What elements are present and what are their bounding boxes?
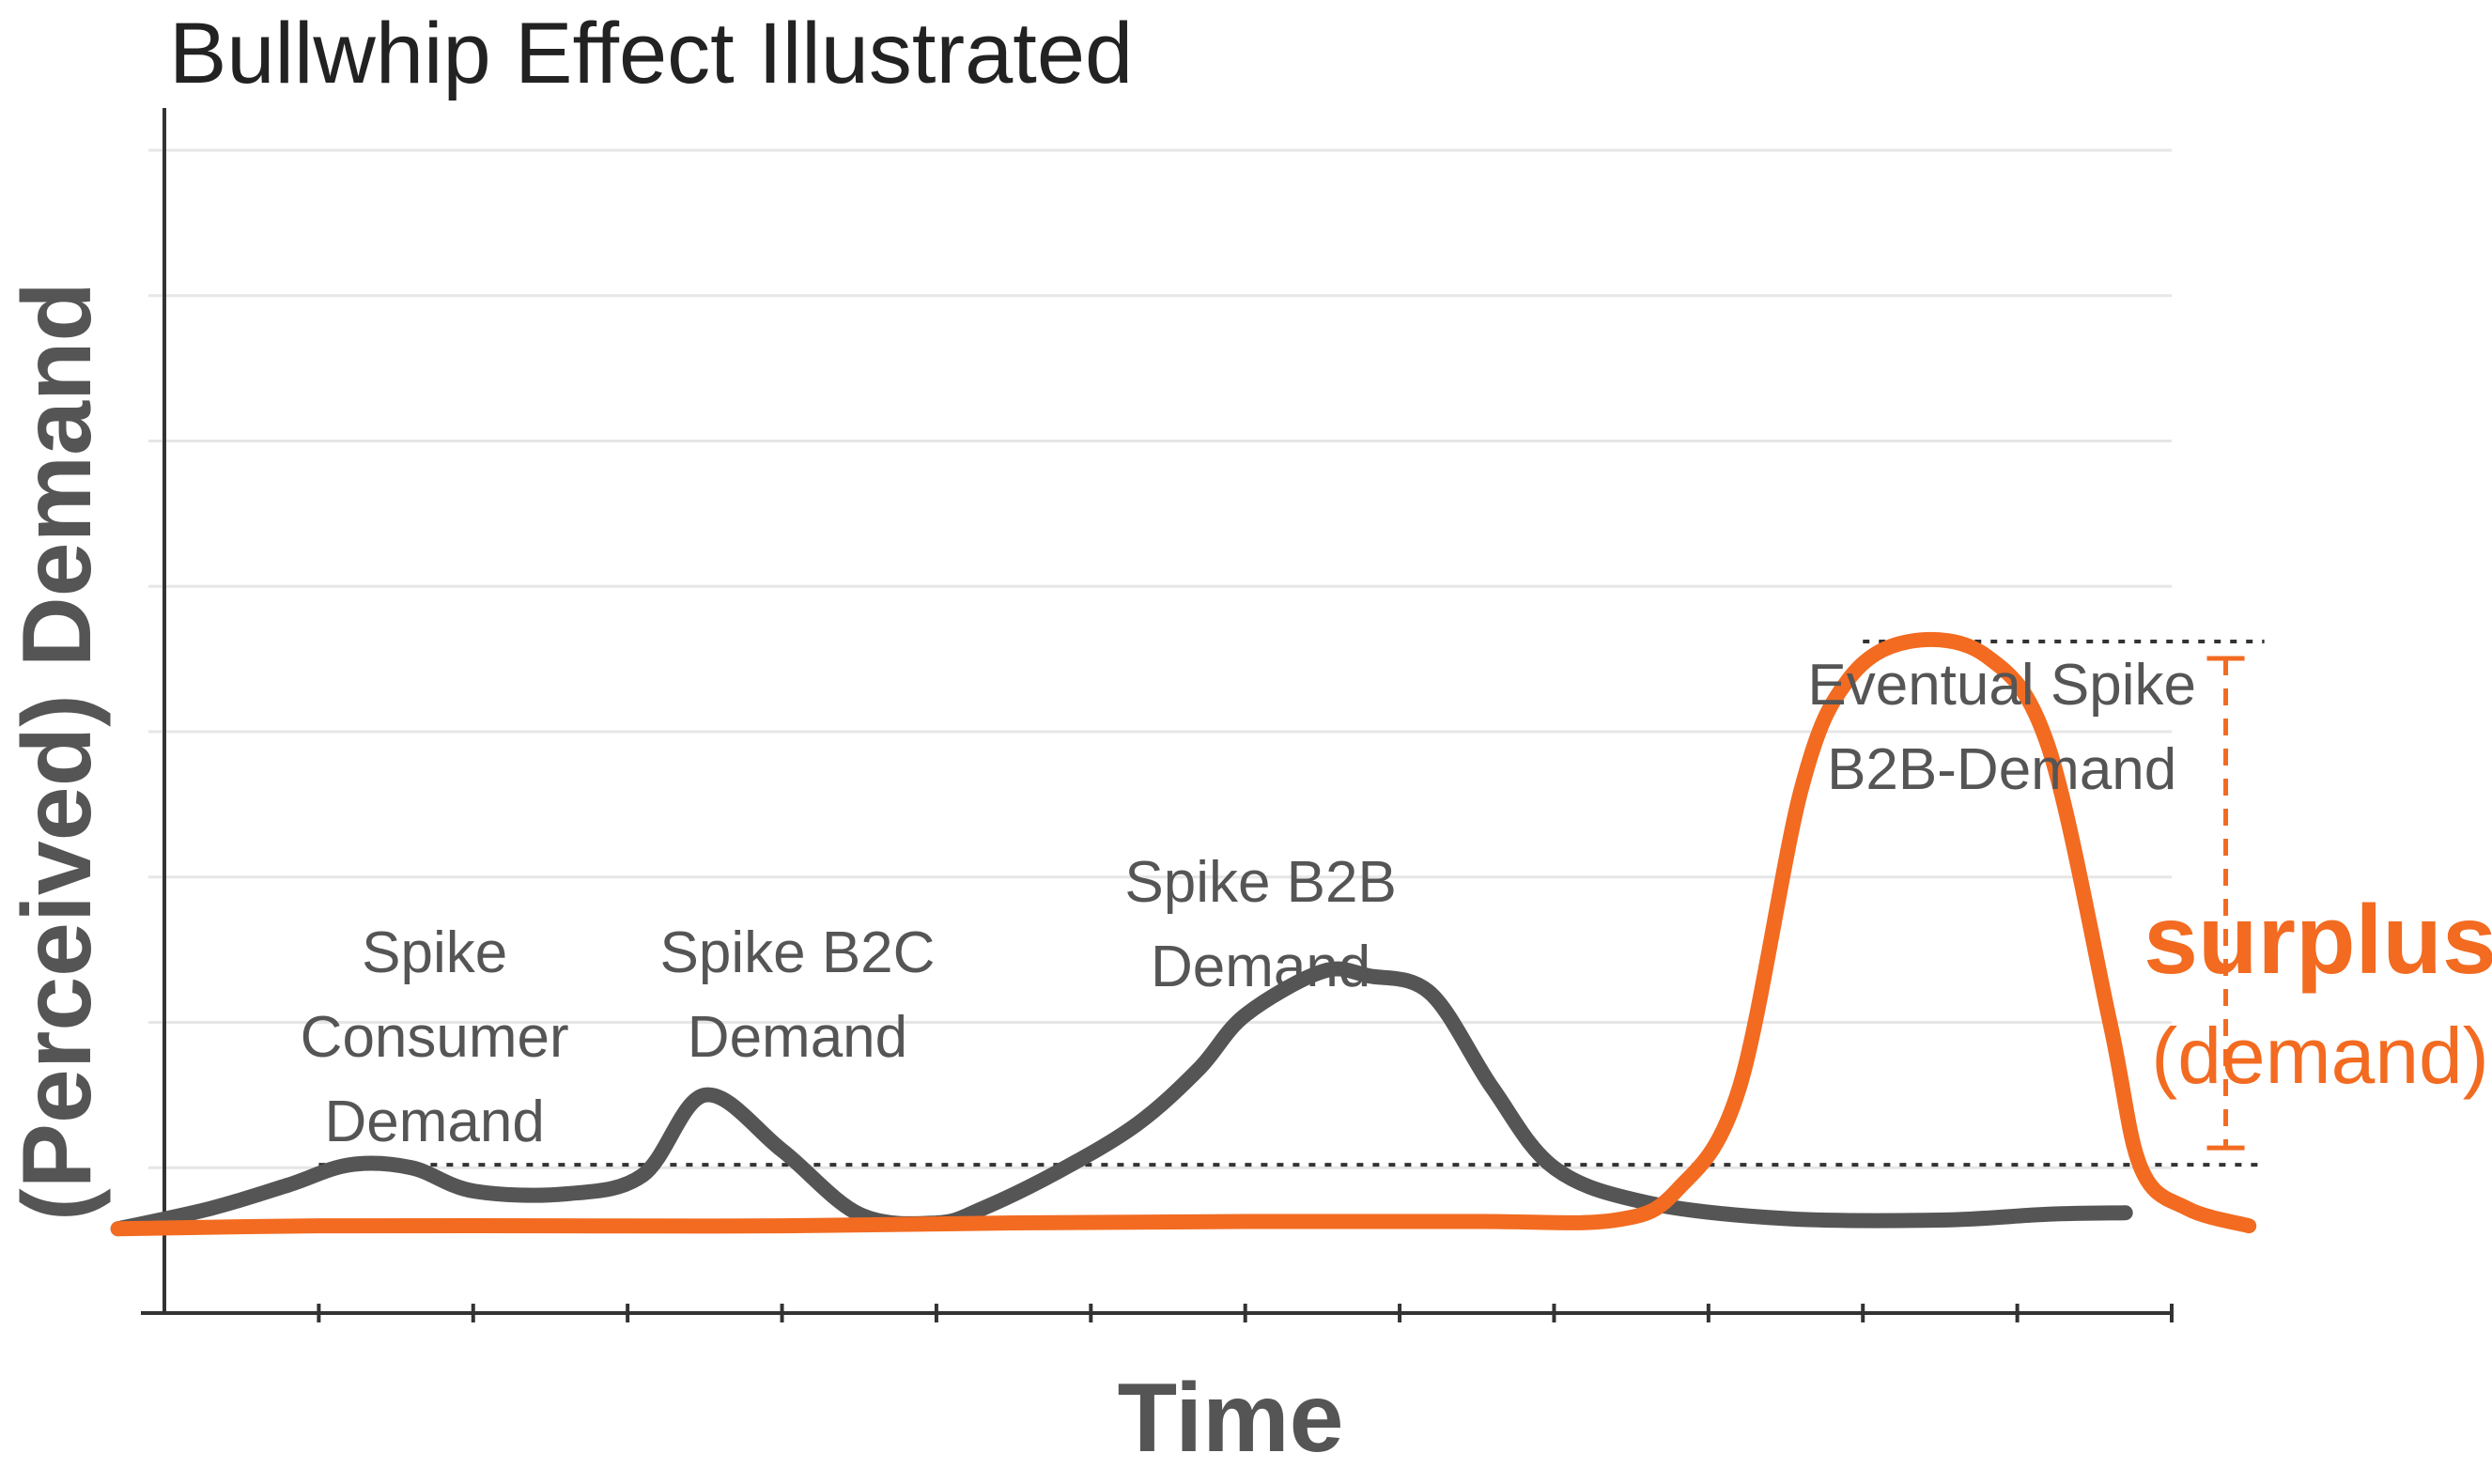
annotation-label: Spike B2B Demand [1124, 850, 1397, 999]
annotation-line: Demand [324, 1090, 544, 1154]
annotation-label: Eventual Spike B2B-Demand [1807, 653, 2196, 802]
annotation-line: Consumer [301, 1005, 569, 1070]
annotation-line: Spike B2B [1124, 850, 1397, 915]
annotation-line: Eventual Spike [1807, 653, 2196, 718]
surplus-marker [2206, 656, 2245, 1151]
x-axis-label: Time [1118, 1364, 1344, 1473]
annotation-line: Demand [1151, 935, 1370, 999]
series-line-orange [110, 631, 2257, 1237]
annotation-line: B2B-Demand [1827, 737, 2176, 802]
chart-title: Bullwhip Effect Illustrated [169, 6, 1133, 101]
annotation-label: Spike Consumer Demand [301, 920, 569, 1154]
annotation-line: Demand [688, 1005, 907, 1070]
y-axis-label: (Perceived) Demand [3, 282, 112, 1221]
series-lines [110, 631, 2257, 1237]
annotation-line: Spike B2C [660, 920, 936, 985]
annotation-line: Spike [362, 920, 507, 985]
annotation-label: Spike B2C Demand [660, 920, 936, 1070]
axes [141, 108, 2172, 1315]
surplus-label: surplus [2144, 886, 2492, 995]
x-ticks [317, 1304, 2174, 1322]
surplus-sublabel: (demand) [2151, 1012, 2489, 1100]
grid-lines [148, 148, 2172, 1169]
